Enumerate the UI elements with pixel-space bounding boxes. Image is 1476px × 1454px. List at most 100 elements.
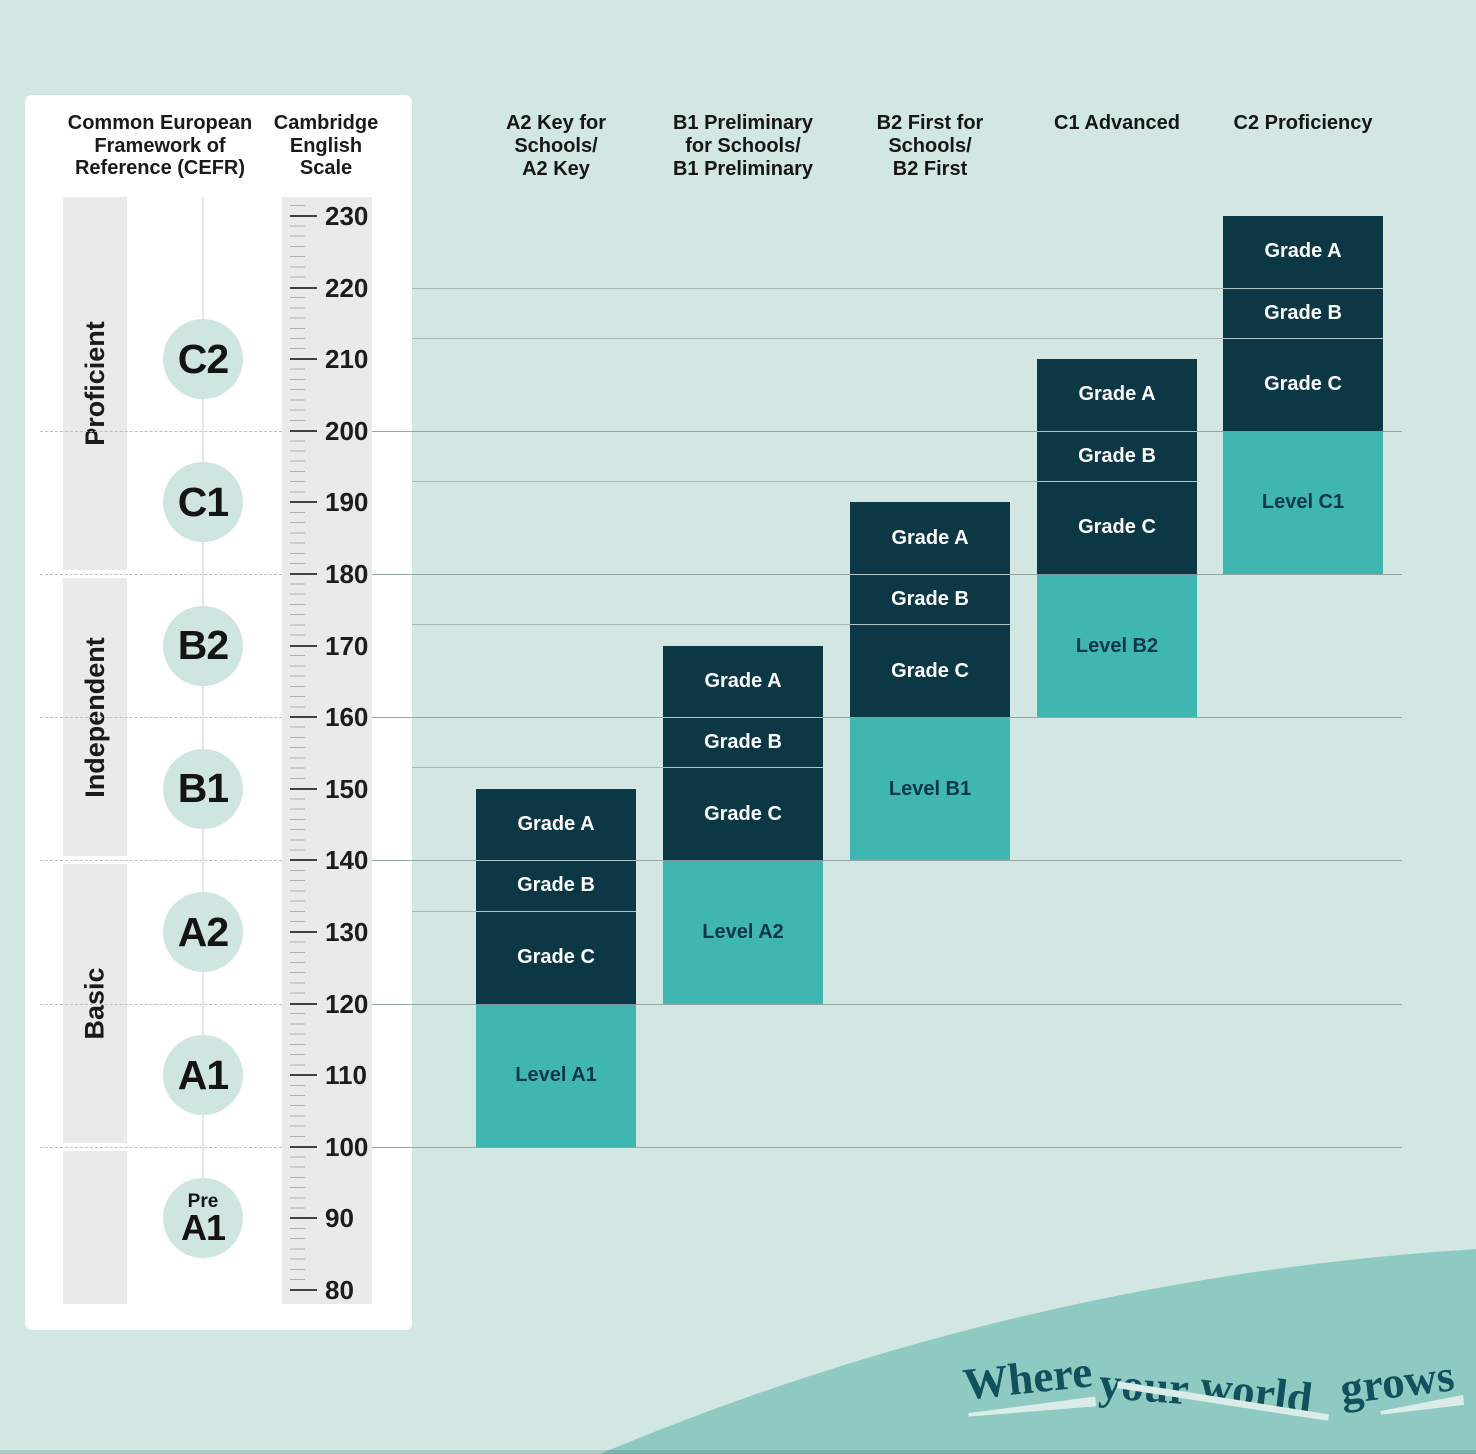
- ruler-tick-190: [290, 501, 317, 504]
- cefr-header-line: Framework of: [94, 134, 226, 157]
- group-label: Proficient: [79, 321, 110, 446]
- exam-header-line: for Schools/: [685, 135, 801, 157]
- exam-header-line: A2 Key for: [505, 112, 607, 134]
- gridline-140: [372, 860, 1402, 862]
- exam-header-line: C2 Proficiency: [1233, 112, 1373, 134]
- group-band-proficient: Proficient: [63, 197, 127, 570]
- band-label: Grade A: [891, 526, 969, 549]
- gridline-153: [412, 767, 663, 769]
- gridline-left-160: [40, 717, 282, 719]
- cefr-level-c2: C2: [163, 319, 243, 400]
- band-label: Grade B: [517, 874, 595, 897]
- band-label: Grade A: [1264, 240, 1342, 263]
- ruler-tick-label-210: 210: [325, 344, 369, 375]
- band-label: Grade B: [1078, 444, 1156, 467]
- gridline-120: [372, 1003, 1402, 1005]
- exam-header-a2-key-for-schools-a2-key: A2 Key for Schools/A2 Key: [456, 112, 656, 181]
- band-label: Level C1: [1261, 491, 1345, 514]
- band-label: Grade B: [704, 731, 782, 754]
- band-label: Grade C: [891, 659, 969, 682]
- grade-band-c2-proficiency: Grade C: [1223, 337, 1383, 431]
- scale-header-line: English: [289, 134, 363, 157]
- band-label: Grade B: [891, 588, 969, 611]
- band-label: Grade B: [1264, 301, 1342, 324]
- cefr-level-a2: A2: [163, 892, 243, 972]
- exam-header-b2-first-for-schools-b2-first: B2 First for Schools/B2 First: [830, 112, 1030, 181]
- ruler-tick-label-230: 230: [325, 201, 369, 231]
- cambridge-scale-header: Cambridge English Scale: [256, 112, 396, 180]
- ruler-tick-120: [290, 1002, 317, 1005]
- exam-header-b1-preliminary-for-schools-b1-preliminary: B1 Preliminary for Schools/B1 Preliminary: [643, 112, 843, 181]
- exam-header-line: C1 Advanced: [1054, 112, 1180, 134]
- group-band-basic: Basic: [63, 864, 127, 1143]
- cefr-level-label: A1: [180, 1206, 226, 1248]
- exam-header-line: A2 Key: [522, 158, 590, 180]
- cefr-level-label: C1: [177, 478, 229, 525]
- exam-column-c2-proficiency: Grade A Grade B Grade C Level C1: [1223, 216, 1383, 574]
- ruler-tick-160: [290, 716, 317, 719]
- cefr-level-pre-a1: Pre A1: [163, 1178, 243, 1259]
- ruler-tick-label-220: 220: [325, 272, 369, 303]
- level-band-c2-proficiency: Level C1: [1223, 430, 1383, 574]
- ruler-tick-label-80: 80: [325, 1275, 354, 1305]
- ruler-tick-90: [290, 1217, 317, 1220]
- exam-header-c2-proficiency: C2 Proficiency: [1203, 112, 1403, 135]
- gridline-left-200: [40, 430, 282, 432]
- cefr-scale-panel: Common European Framework of Reference (…: [25, 95, 412, 1330]
- level-band-b1-preliminary-for-schools-b1-preliminary: Level A2: [663, 860, 823, 1004]
- gridline-200: [372, 430, 1402, 432]
- ruler-tick-label-150: 150: [325, 773, 369, 804]
- grade-band-a2-key-for-schools-a2-key: Grade B: [476, 860, 636, 911]
- bottom-edge-shadow: [0, 1450, 1476, 1454]
- ruler-tick-label-190: 190: [325, 487, 369, 518]
- ruler-tick-label-130: 130: [325, 917, 369, 947]
- cefr-header-line: Common European: [67, 112, 253, 134]
- ruler-tick-label-200: 200: [325, 415, 369, 446]
- exam-header-line: B2 First: [892, 158, 968, 180]
- grade-band-c2-proficiency: Grade A: [1223, 216, 1383, 288]
- grade-band-b1-preliminary-for-schools-b1-preliminary: Grade C: [663, 767, 823, 861]
- band-label: Grade A: [517, 813, 595, 836]
- cefr-header-line: Reference (CEFR): [74, 157, 246, 179]
- gridline-left-120: [40, 1003, 282, 1005]
- ruler-tick-220: [290, 286, 317, 289]
- ruler-tick-80: [290, 1289, 317, 1291]
- grade-band-a2-key-for-schools-a2-key: Grade C: [476, 910, 636, 1004]
- band-label: Grade A: [1078, 383, 1156, 406]
- band-label: Grade C: [1078, 516, 1156, 539]
- grade-band-b1-preliminary-for-schools-b1-preliminary: Grade A: [663, 645, 823, 718]
- gridline-213: [412, 337, 1223, 339]
- cefr-level-a1: A1: [163, 1035, 243, 1116]
- exam-column-b1-preliminary-for-schools-b1-preliminary: Grade A Grade B Grade C Level A2: [663, 645, 823, 1004]
- gridline-193: [412, 480, 1037, 482]
- exam-header-line: B1 Preliminary: [672, 158, 814, 180]
- grade-band-a2-key-for-schools-a2-key: Grade A: [476, 788, 636, 861]
- exam-header-line: Schools/: [888, 135, 972, 157]
- cefr-level-label: A2: [177, 908, 229, 955]
- band-label: Grade C: [1264, 373, 1342, 396]
- grade-band-c1-advanced: Grade A: [1037, 359, 1197, 431]
- ruler-tick-label-160: 160: [325, 702, 369, 733]
- ruler-tick-100: [290, 1145, 317, 1148]
- scale-header-line: Scale: [299, 157, 353, 179]
- ruler-tick-170: [290, 644, 317, 647]
- band-label: Level A2: [702, 920, 784, 943]
- ruler-tick-200: [290, 429, 317, 432]
- exam-column-b2-first-for-schools-b2-first: Grade A Grade B Grade C Level B1: [850, 502, 1010, 861]
- cefr-level-b2: B2: [163, 605, 243, 686]
- gridline-173: [412, 624, 850, 626]
- group-band-pre-a1: [63, 1150, 127, 1304]
- ruler-tick-label-90: 90: [325, 1203, 354, 1234]
- level-band-a2-key-for-schools-a2-key: Level A1: [476, 1003, 636, 1147]
- scale-header-line: Cambridge: [273, 112, 379, 134]
- cefr-levels-connector-line: [202, 197, 204, 1259]
- ruler-tick-label-120: 120: [325, 988, 369, 1019]
- grade-band-c1-advanced: Grade B: [1037, 430, 1197, 481]
- level-band-b2-first-for-schools-b2-first: Level B1: [850, 717, 1010, 861]
- ruler-tick-label-180: 180: [325, 559, 369, 589]
- gridline-133: [412, 910, 476, 912]
- exam-header-line: B2 First for: [876, 112, 984, 134]
- band-label: Grade A: [704, 669, 782, 692]
- ruler-tick-130: [290, 931, 317, 933]
